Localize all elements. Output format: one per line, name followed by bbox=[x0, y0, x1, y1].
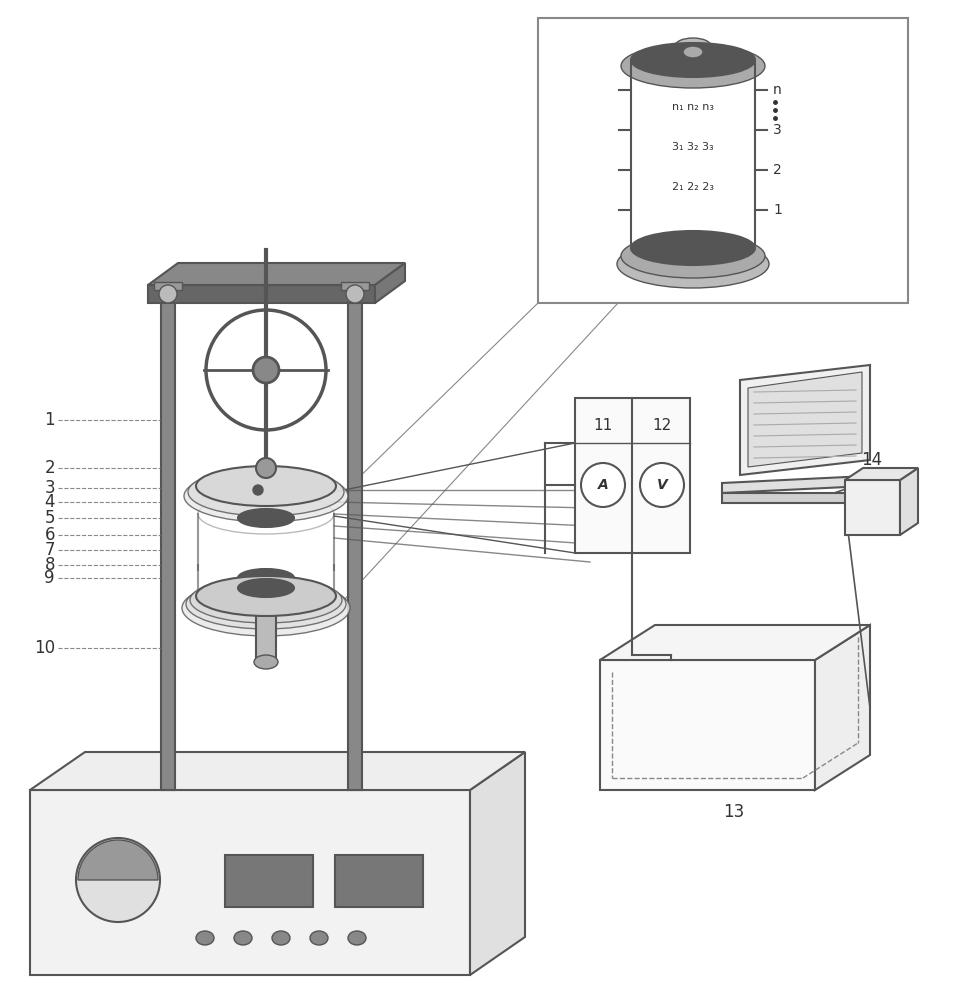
Text: 6: 6 bbox=[44, 526, 55, 544]
Ellipse shape bbox=[675, 38, 711, 54]
Bar bbox=[575, 398, 690, 553]
Text: 3₁ 3₂ 3₃: 3₁ 3₂ 3₃ bbox=[673, 142, 714, 152]
Bar bbox=[225, 855, 313, 907]
Ellipse shape bbox=[190, 577, 342, 623]
Ellipse shape bbox=[234, 931, 252, 945]
Bar bbox=[335, 855, 423, 907]
Bar bbox=[256, 610, 276, 660]
Ellipse shape bbox=[182, 580, 350, 636]
Text: 5: 5 bbox=[44, 509, 55, 527]
Polygon shape bbox=[845, 468, 918, 480]
Ellipse shape bbox=[253, 357, 279, 383]
Ellipse shape bbox=[188, 468, 344, 516]
Text: 1: 1 bbox=[773, 203, 782, 217]
Text: A: A bbox=[598, 478, 608, 492]
Ellipse shape bbox=[346, 285, 364, 303]
Ellipse shape bbox=[253, 485, 263, 495]
Polygon shape bbox=[748, 372, 862, 467]
Bar bbox=[161, 280, 175, 790]
Polygon shape bbox=[722, 493, 888, 503]
Text: V: V bbox=[656, 478, 668, 492]
Text: 1: 1 bbox=[44, 411, 55, 429]
Ellipse shape bbox=[683, 46, 703, 58]
Polygon shape bbox=[470, 752, 525, 975]
Ellipse shape bbox=[196, 931, 214, 945]
Text: 10: 10 bbox=[34, 639, 55, 657]
Text: 2₁ 2₂ 2₃: 2₁ 2₂ 2₃ bbox=[672, 182, 714, 192]
Polygon shape bbox=[600, 625, 870, 660]
Polygon shape bbox=[845, 480, 900, 535]
Ellipse shape bbox=[159, 285, 177, 303]
Text: 14: 14 bbox=[861, 451, 882, 469]
Ellipse shape bbox=[186, 579, 346, 629]
Text: 8: 8 bbox=[44, 556, 55, 574]
Text: 2: 2 bbox=[44, 459, 55, 477]
Text: 3: 3 bbox=[773, 123, 782, 137]
Text: 4: 4 bbox=[44, 493, 55, 511]
Ellipse shape bbox=[254, 655, 278, 669]
Text: n: n bbox=[773, 83, 782, 97]
Ellipse shape bbox=[581, 463, 625, 507]
Polygon shape bbox=[30, 790, 470, 975]
Ellipse shape bbox=[631, 231, 755, 265]
Bar bbox=[348, 280, 362, 790]
Ellipse shape bbox=[76, 838, 160, 922]
Text: 9: 9 bbox=[44, 569, 55, 587]
Bar bbox=[154, 282, 182, 290]
Bar bbox=[341, 282, 369, 290]
Text: 3: 3 bbox=[44, 479, 55, 497]
Wedge shape bbox=[78, 840, 158, 880]
Polygon shape bbox=[148, 263, 405, 285]
Polygon shape bbox=[740, 365, 870, 475]
Ellipse shape bbox=[272, 931, 290, 945]
Ellipse shape bbox=[238, 579, 294, 597]
Ellipse shape bbox=[617, 240, 769, 288]
Text: 2: 2 bbox=[773, 163, 782, 177]
Ellipse shape bbox=[631, 43, 755, 77]
Bar bbox=[148, 285, 375, 303]
Ellipse shape bbox=[348, 931, 366, 945]
Ellipse shape bbox=[238, 569, 294, 587]
Polygon shape bbox=[600, 660, 815, 790]
Ellipse shape bbox=[621, 44, 765, 88]
Ellipse shape bbox=[196, 576, 336, 616]
Ellipse shape bbox=[621, 234, 765, 278]
Text: 11: 11 bbox=[593, 418, 612, 434]
Ellipse shape bbox=[196, 466, 336, 506]
Polygon shape bbox=[722, 475, 888, 493]
Bar bbox=[538, 18, 908, 303]
Text: n₁ n₂ n₃: n₁ n₂ n₃ bbox=[672, 102, 714, 112]
Ellipse shape bbox=[256, 458, 276, 478]
Ellipse shape bbox=[238, 509, 294, 527]
Ellipse shape bbox=[184, 470, 348, 522]
Text: 7: 7 bbox=[44, 541, 55, 559]
Text: 12: 12 bbox=[652, 418, 672, 434]
Polygon shape bbox=[900, 468, 918, 535]
Ellipse shape bbox=[640, 463, 684, 507]
Ellipse shape bbox=[310, 931, 328, 945]
Polygon shape bbox=[815, 625, 870, 790]
Polygon shape bbox=[375, 263, 405, 303]
Polygon shape bbox=[30, 752, 525, 790]
Text: 13: 13 bbox=[723, 803, 744, 821]
